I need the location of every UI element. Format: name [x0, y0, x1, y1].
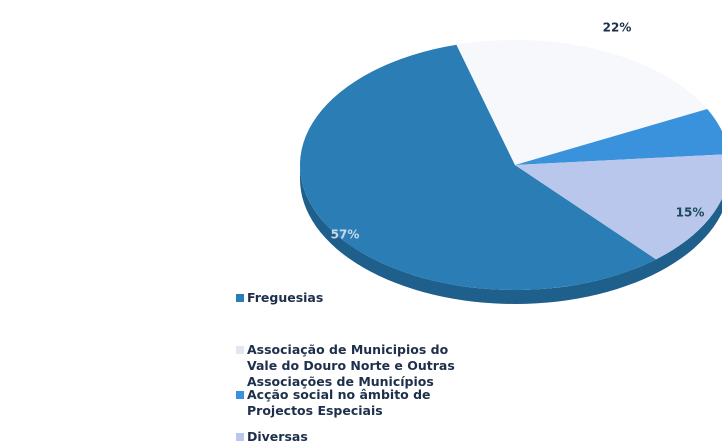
legend-label: Freguesias	[247, 290, 324, 305]
legend-label: Acção social no âmbito de Projectos Espe…	[247, 387, 431, 418]
pie-slice	[515, 109, 722, 165]
slice-label: 15%	[676, 206, 705, 220]
pie-slice	[300, 44, 657, 291]
slice-label: 22%	[603, 21, 632, 35]
legend-swatch	[236, 294, 244, 302]
slice-label: 57%	[331, 228, 360, 242]
legend-swatch	[236, 391, 244, 399]
legend-swatch	[236, 433, 244, 441]
legend-item: Diversas	[236, 429, 436, 445]
legend-label: Diversas	[247, 429, 308, 444]
slice-label: 6%	[678, 133, 698, 147]
legend-label: Associação de Municipios do Vale do Dour…	[247, 342, 455, 389]
pie-slice	[515, 154, 722, 260]
legend-item: Freguesias	[236, 290, 436, 306]
legend-swatch	[236, 346, 244, 354]
pie-slice	[456, 40, 708, 165]
legend-item: Acção social no âmbito de Projectos Espe…	[236, 387, 496, 419]
legend-item: Associação de Municipios do Vale do Dour…	[236, 342, 481, 390]
